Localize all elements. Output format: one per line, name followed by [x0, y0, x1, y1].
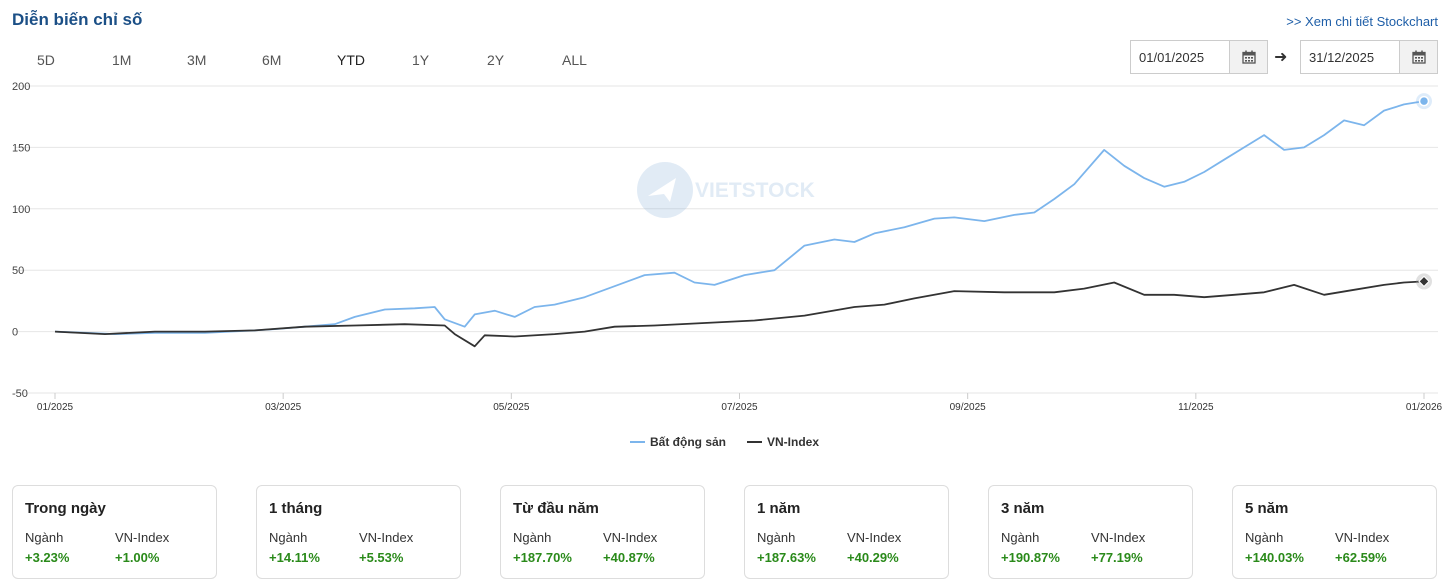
- y-tick-label: -50: [12, 388, 28, 400]
- range-6m-button[interactable]: 6M: [247, 51, 322, 69]
- stat-label-sector: Ngành: [1001, 530, 1040, 545]
- stat-label-sector: Ngành: [757, 530, 796, 545]
- stat-card-title: Trong ngày: [25, 500, 106, 517]
- calendar-icon[interactable]: [1229, 41, 1267, 73]
- stat-card-ytd: Từ đầu năm Ngành VN-Index +187.70% +40.8…: [500, 485, 705, 579]
- stat-card-5-years: 5 năm Ngành VN-Index +140.03% +62.59%: [1232, 485, 1437, 579]
- y-tick-label: 0: [12, 327, 18, 339]
- x-tick-label: 01/2026: [1406, 402, 1443, 413]
- series-line-vnindex: [54, 280, 1425, 348]
- stat-value-sector: +190.87%: [1001, 550, 1060, 565]
- stat-label-vnindex: VN-Index: [847, 530, 902, 545]
- range-all-button[interactable]: ALL: [547, 51, 622, 69]
- stat-label-sector: Ngành: [269, 530, 308, 545]
- stat-value-vnindex: +40.87%: [603, 550, 655, 565]
- stat-card-1-month: 1 tháng Ngành VN-Index +14.11% +5.53%: [256, 485, 461, 579]
- calendar-icon[interactable]: [1399, 41, 1437, 73]
- x-tick-label: 11/2025: [1178, 402, 1214, 413]
- x-tick-label: 05/2025: [493, 402, 530, 413]
- stat-card-1-year: 1 năm Ngành VN-Index +187.63% +40.29%: [744, 485, 949, 579]
- stat-label-sector: Ngành: [513, 530, 552, 545]
- watermark-text: VIETSTOCK: [695, 179, 815, 202]
- y-tick-label: 200: [12, 81, 30, 93]
- y-tick-label: 150: [12, 142, 30, 154]
- y-tick-label: 50: [12, 265, 24, 277]
- y-tick-label: 100: [12, 204, 30, 216]
- date-from-input[interactable]: [1131, 41, 1231, 73]
- stat-value-sector: +187.70%: [513, 550, 572, 565]
- page-title: Diễn biến chỉ số: [12, 10, 143, 29]
- stat-value-vnindex: +1.00%: [115, 550, 160, 565]
- x-tick-label: 03/2025: [265, 402, 302, 413]
- range-selector: 5D 1M 3M 6M YTD 1Y 2Y ALL: [22, 51, 622, 69]
- stat-label-vnindex: VN-Index: [1335, 530, 1390, 545]
- date-from-field: [1130, 40, 1268, 74]
- x-tick-label: 09/2025: [950, 402, 987, 413]
- range-2y-button[interactable]: 2Y: [472, 51, 547, 69]
- stat-value-vnindex: +62.59%: [1335, 550, 1387, 565]
- x-tick-label: 01/2025: [37, 402, 74, 413]
- stat-card-3-years: 3 năm Ngành VN-Index +190.87% +77.19%: [988, 485, 1193, 579]
- stat-label-vnindex: VN-Index: [1091, 530, 1146, 545]
- stat-value-vnindex: +77.19%: [1091, 550, 1143, 565]
- chart-legend: Bất động sản VN-Index: [630, 435, 819, 449]
- plot-lines: [54, 93, 1432, 348]
- series-line-bds: [54, 100, 1425, 335]
- range-3m-button[interactable]: 3M: [172, 51, 247, 69]
- stat-value-sector: +3.23%: [25, 550, 70, 565]
- stat-card-title: 1 tháng: [269, 500, 323, 517]
- date-to-input[interactable]: [1301, 41, 1401, 73]
- stat-label-vnindex: VN-Index: [359, 530, 414, 545]
- stat-card-title: Từ đầu năm: [513, 500, 599, 517]
- endpoint-marker-vnindex: [1418, 275, 1430, 288]
- stat-value-sector: +140.03%: [1245, 550, 1304, 565]
- stat-card-today: Trong ngày Ngành VN-Index +3.23% +1.00%: [12, 485, 217, 579]
- range-5d-button[interactable]: 5D: [22, 51, 97, 69]
- watermark-logo: VIETSTOCK: [637, 162, 815, 218]
- stat-card-title: 3 năm: [1001, 500, 1045, 517]
- legend-label-vni: VN-Index: [767, 435, 819, 449]
- range-1y-button[interactable]: 1Y: [397, 51, 472, 69]
- range-ytd-button[interactable]: YTD: [322, 51, 397, 69]
- stat-label-sector: Ngành: [25, 530, 64, 545]
- legend-label-bds: Bất động sản: [650, 435, 726, 449]
- range-1m-button[interactable]: 1M: [97, 51, 172, 69]
- x-tick-label: 07/2025: [721, 402, 758, 413]
- stat-label-sector: Ngành: [1245, 530, 1284, 545]
- chart-grid: [15, 85, 1438, 394]
- stat-label-vnindex: VN-Index: [115, 530, 170, 545]
- endpoint-marker-bds: [1418, 95, 1430, 107]
- index-chart: VIETSTOCK 200 150 100 50 0 -50 01/2025 03/2025…: [12, 81, 1443, 449]
- stat-value-sector: +14.11%: [269, 550, 320, 565]
- stat-value-vnindex: +40.29%: [847, 550, 899, 565]
- date-to-field: [1300, 40, 1438, 74]
- stat-value-sector: +187.63%: [757, 550, 816, 565]
- stat-card-title: 5 năm: [1245, 500, 1289, 517]
- x-axis: 01/2025 03/2025 05/2025 07/2025 09/2025 11/20…: [37, 393, 1443, 413]
- y-axis: 200 150 100 50 0 -50: [12, 81, 30, 400]
- stat-value-vnindex: +5.53%: [359, 550, 404, 565]
- stat-card-title: 1 năm: [757, 500, 801, 517]
- stockchart-detail-link[interactable]: >> Xem chi tiết Stockchart: [1286, 14, 1438, 29]
- stat-label-vnindex: VN-Index: [603, 530, 658, 545]
- arrow-right-icon: ➜: [1274, 49, 1288, 66]
